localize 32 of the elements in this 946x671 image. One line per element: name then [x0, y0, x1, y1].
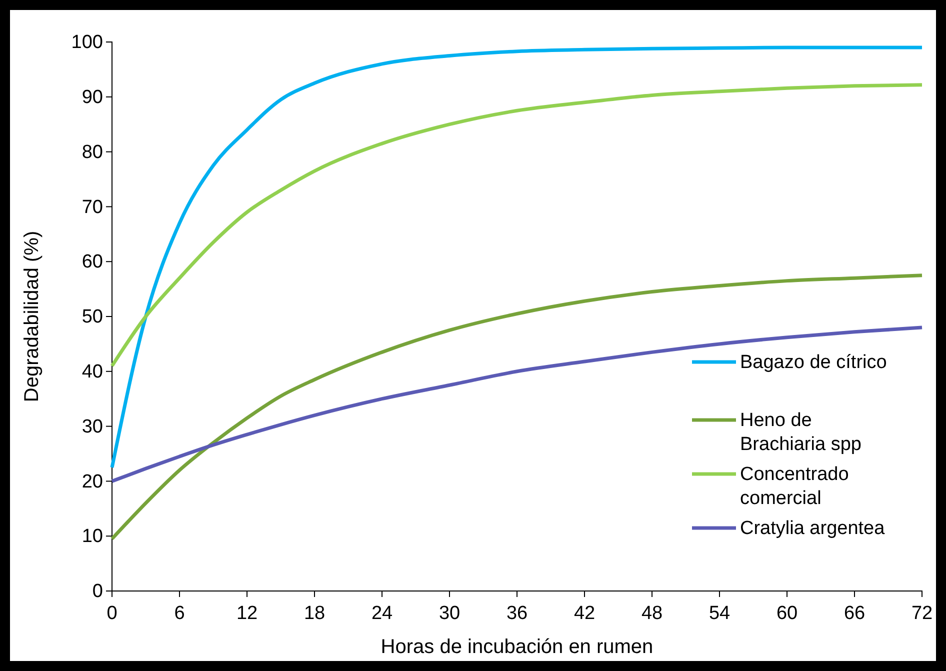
- x-tick-label: 54: [708, 603, 730, 624]
- x-axis-title: Horas de incubación en rumen: [380, 636, 654, 658]
- y-tick-label: 50: [82, 306, 103, 328]
- y-tick-label: 10: [82, 526, 103, 548]
- x-tick-label: 48: [641, 603, 663, 624]
- x-tick-label: 18: [304, 603, 326, 624]
- y-tick-label: 60: [82, 252, 103, 273]
- y-tick-label: 70: [82, 196, 103, 218]
- y-tick-label: 30: [82, 416, 103, 438]
- x-tick-label: 36: [506, 603, 528, 624]
- x-tick-label: 0: [106, 603, 118, 624]
- x-tick-label: 6: [174, 603, 185, 624]
- y-tick-label: 20: [82, 471, 103, 492]
- y-tick-label: 90: [82, 86, 103, 108]
- legend-label: Heno de Brachiaria spp: [740, 410, 862, 455]
- x-tick-label: 12: [236, 603, 258, 624]
- y-tick-label: 40: [82, 361, 103, 382]
- legend-label: Cratylia argentea: [740, 518, 886, 539]
- x-tick-label: 42: [574, 603, 596, 624]
- legend-label: Concentrado comercial: [740, 464, 849, 509]
- x-tick-label: 72: [911, 603, 933, 624]
- x-tick-label: 66: [844, 603, 866, 624]
- y-tick-label: 80: [82, 142, 103, 163]
- y-tick-label: 0: [92, 581, 103, 602]
- line-series: [110, 274, 924, 541]
- y-tick-label: 100: [71, 32, 103, 54]
- y-axis-title: Degradabilidad (%): [21, 230, 43, 402]
- x-tick-label: 30: [438, 603, 460, 624]
- x-tick-label: 24: [371, 603, 393, 624]
- legend-label: Bagazo de cítrico: [740, 352, 887, 373]
- line-series: [110, 326, 924, 483]
- x-tick-label: 60: [776, 603, 798, 624]
